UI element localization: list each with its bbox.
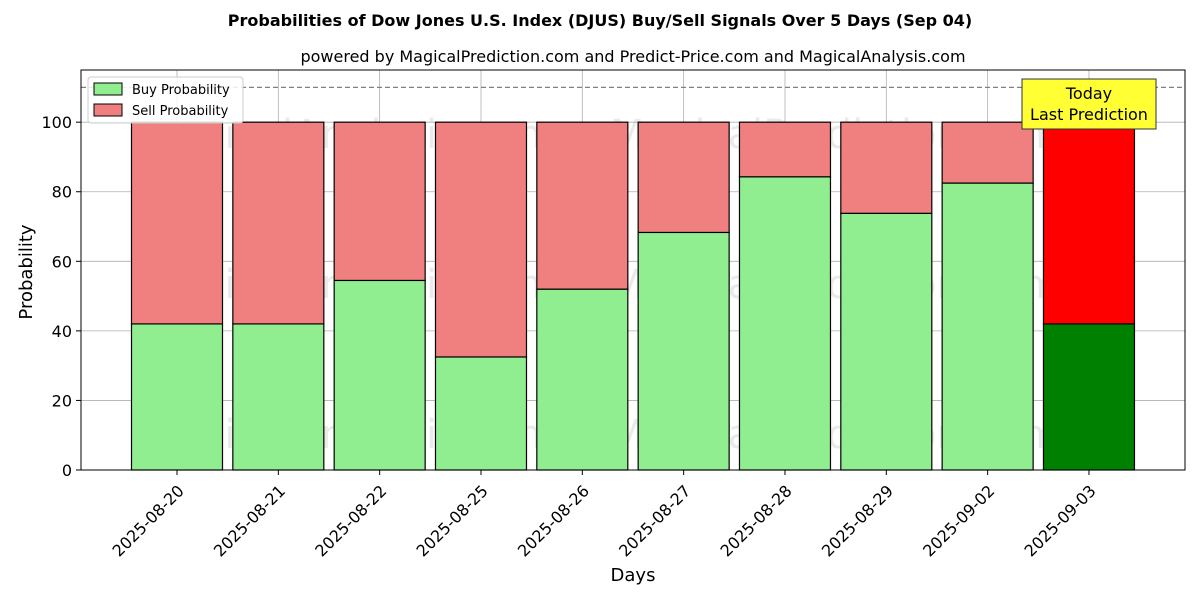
bar-sell bbox=[333, 121, 426, 282]
y-tick-label: 40 bbox=[52, 322, 72, 341]
bar-sell bbox=[130, 121, 224, 325]
y-tick-label: 0 bbox=[62, 461, 72, 480]
legend-label-sell: Sell Probability bbox=[132, 104, 229, 119]
plot-frame bbox=[80, 69, 1186, 471]
bar-sell bbox=[637, 121, 730, 234]
bar-sell bbox=[232, 121, 325, 325]
x-tick-label: 2025-08-27 bbox=[615, 481, 694, 560]
bar-buy bbox=[130, 323, 224, 471]
bar-buy bbox=[1042, 323, 1136, 471]
chart-title: Probabilities of Dow Jones U.S. Index (D… bbox=[228, 11, 972, 30]
legend-label-buy: Buy Probability bbox=[132, 83, 230, 98]
bar-buy bbox=[434, 356, 528, 471]
annotation-line-today: Today bbox=[1065, 84, 1112, 103]
y-tick-label: 100 bbox=[41, 113, 72, 132]
bar-sell bbox=[1042, 121, 1136, 325]
x-axis-label: Days bbox=[611, 565, 656, 586]
legend-swatch-buy bbox=[93, 82, 123, 96]
bar-sell bbox=[840, 121, 933, 214]
y-axis-label: Probability bbox=[16, 224, 37, 319]
y-tick-label: 20 bbox=[52, 391, 72, 410]
x-tick-label: 2025-08-20 bbox=[109, 481, 188, 560]
annotation-line-last-prediction: Last Prediction bbox=[1030, 105, 1148, 124]
bars-layer bbox=[130, 121, 1136, 471]
legend: Buy Probability Sell Probability bbox=[87, 76, 244, 124]
bar-sell bbox=[434, 121, 528, 358]
bar-buy bbox=[333, 279, 426, 471]
bar-sell bbox=[536, 121, 629, 290]
legend-box bbox=[87, 76, 244, 124]
annotation-box bbox=[1021, 78, 1157, 130]
x-tick-label: 2025-09-02 bbox=[919, 481, 998, 560]
x-tick-label: 2025-08-28 bbox=[717, 481, 796, 560]
chart-subtitle: powered by MagicalPrediction.com and Pre… bbox=[300, 47, 965, 66]
bar-sell bbox=[738, 121, 832, 178]
x-tick-label: 2025-08-21 bbox=[210, 481, 289, 560]
bar-buy bbox=[941, 182, 1034, 471]
x-tick-label: 2025-08-26 bbox=[514, 481, 593, 560]
y-tick-label: 60 bbox=[52, 252, 72, 271]
bar-buy bbox=[738, 176, 832, 471]
x-tick-label: 2025-08-25 bbox=[413, 481, 492, 560]
legend-swatch-sell bbox=[93, 103, 123, 117]
bar-buy bbox=[232, 323, 325, 471]
bar-buy bbox=[840, 212, 933, 471]
x-tick-label: 2025-08-22 bbox=[311, 481, 390, 560]
today-annotation: Today Last Prediction bbox=[1021, 78, 1157, 130]
y-tick-label: 80 bbox=[52, 183, 72, 202]
bar-buy bbox=[637, 231, 730, 471]
bar-buy bbox=[536, 288, 629, 471]
x-tick-label: 2025-08-29 bbox=[818, 481, 897, 560]
x-tick-label: 2025-09-03 bbox=[1021, 481, 1100, 560]
bar-sell bbox=[941, 121, 1034, 184]
